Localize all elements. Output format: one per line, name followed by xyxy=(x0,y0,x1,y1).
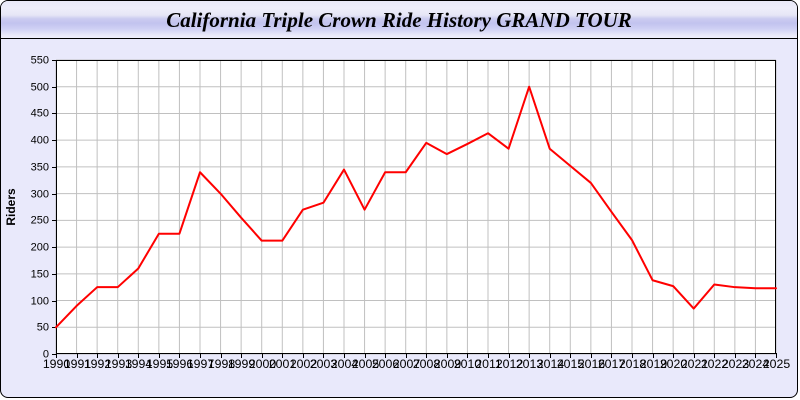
svg-text:300: 300 xyxy=(31,189,49,201)
svg-text:200: 200 xyxy=(31,242,49,254)
svg-text:450: 450 xyxy=(31,108,49,120)
svg-text:100: 100 xyxy=(31,296,49,308)
svg-text:350: 350 xyxy=(31,162,49,174)
svg-text:Riders: Riders xyxy=(4,188,18,226)
svg-text:2025: 2025 xyxy=(763,357,791,371)
svg-text:150: 150 xyxy=(31,269,49,281)
svg-text:550: 550 xyxy=(31,55,49,67)
svg-text:250: 250 xyxy=(31,215,49,227)
svg-text:50: 50 xyxy=(37,322,49,334)
svg-text:400: 400 xyxy=(31,135,49,147)
svg-text:500: 500 xyxy=(31,82,49,94)
